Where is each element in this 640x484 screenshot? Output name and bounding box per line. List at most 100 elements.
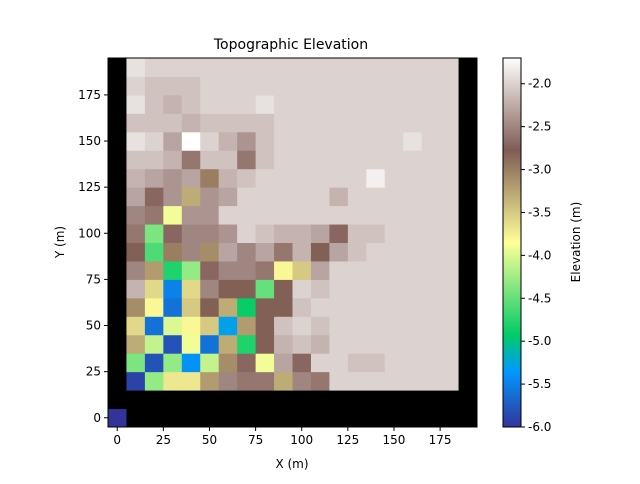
- heatmap-cell: [458, 131, 478, 151]
- heatmap-cell: [144, 187, 164, 207]
- heatmap-cell: [421, 205, 441, 225]
- heatmap-cell: [163, 94, 183, 114]
- heatmap-cell: [255, 187, 275, 207]
- heatmap-cell: [144, 279, 164, 299]
- heatmap-cell: [292, 205, 312, 225]
- y-tick-label: 175: [78, 88, 101, 102]
- heatmap-cell: [218, 390, 238, 410]
- heatmap-cell: [403, 76, 423, 96]
- heatmap-cell: [440, 390, 460, 410]
- heatmap-cell: [237, 334, 257, 354]
- heatmap-cell: [384, 371, 404, 391]
- heatmap-cell: [366, 316, 386, 336]
- heatmap-cell: [292, 334, 312, 354]
- heatmap-cell: [163, 187, 183, 207]
- heatmap-cell: [440, 131, 460, 151]
- heatmap-cell: [421, 297, 441, 317]
- heatmap-cell: [181, 242, 201, 262]
- heatmap-cell: [237, 353, 257, 373]
- heatmap-cell: [440, 297, 460, 317]
- heatmap-cell: [181, 371, 201, 391]
- heatmap-cell: [310, 150, 330, 170]
- heatmap-cell: [384, 408, 404, 428]
- heatmap-cell: [458, 94, 478, 114]
- heatmap-cell: [126, 408, 146, 428]
- heatmap-cell: [403, 297, 423, 317]
- heatmap-cell: [237, 94, 257, 114]
- heatmap-cell: [274, 242, 293, 262]
- y-tick-label: 25: [86, 365, 101, 379]
- heatmap-cell: [144, 334, 164, 354]
- heatmap-cell: [421, 334, 441, 354]
- heatmap-cell: [366, 113, 386, 133]
- heatmap-cell: [163, 168, 183, 188]
- heatmap-cell: [144, 76, 164, 96]
- heatmap-cell: [200, 390, 220, 410]
- heatmap-cell: [126, 334, 146, 354]
- heatmap-cell: [108, 297, 127, 317]
- heatmap-cell: [255, 131, 275, 151]
- heatmap-cell: [274, 113, 293, 133]
- heatmap-cell: [255, 390, 275, 410]
- heatmap-cell: [440, 205, 460, 225]
- heatmap-cell: [255, 113, 275, 133]
- heatmap-cell: [421, 390, 441, 410]
- heatmap-cell: [329, 408, 349, 428]
- heatmap-cell: [292, 260, 312, 280]
- colorbar-tick-label: -6.0: [528, 420, 551, 434]
- heatmap-cell: [255, 279, 275, 299]
- x-tick-label: 100: [290, 433, 313, 447]
- heatmap-cell: [458, 279, 478, 299]
- heatmap-cell: [274, 279, 293, 299]
- heatmap-cell: [163, 224, 183, 243]
- heatmap-cell: [237, 316, 257, 336]
- heatmap-cell: [200, 408, 220, 428]
- heatmap-cell: [237, 390, 257, 410]
- y-tick-label: 75: [86, 272, 101, 286]
- heatmap-cell: [218, 279, 238, 299]
- heatmap-cell: [200, 168, 220, 188]
- heatmap-cell: [126, 316, 146, 336]
- heatmap-cell: [181, 205, 201, 225]
- heatmap-cell: [144, 408, 164, 428]
- heatmap-cell: [440, 260, 460, 280]
- heatmap-cell: [255, 168, 275, 188]
- heatmap-cell: [274, 371, 293, 391]
- heatmap-cell: [366, 371, 386, 391]
- x-axis-label: X (m): [275, 457, 308, 471]
- heatmap-cell: [458, 390, 478, 410]
- heatmap-cell: [310, 408, 330, 428]
- heatmap-cell: [163, 242, 183, 262]
- heatmap-cell: [458, 187, 478, 207]
- heatmap-cell: [274, 131, 293, 151]
- heatmap-cell: [310, 260, 330, 280]
- heatmap-cell: [440, 353, 460, 373]
- heatmap-cell: [181, 58, 201, 77]
- heatmap-cell: [255, 260, 275, 280]
- heatmap-cell: [255, 150, 275, 170]
- heatmap-cell: [181, 224, 201, 243]
- heatmap-cell: [366, 205, 386, 225]
- heatmap-cell: [163, 371, 183, 391]
- heatmap-cell: [144, 113, 164, 133]
- colorbar-tick-label: -4.5: [528, 291, 551, 305]
- heatmap-cell: [237, 187, 257, 207]
- heatmap-cell: [255, 76, 275, 96]
- heatmap-cell: [200, 297, 220, 317]
- heatmap-cell: [366, 297, 386, 317]
- x-tick-label: 175: [429, 433, 452, 447]
- heatmap-cell: [458, 371, 478, 391]
- heatmap-cell: [421, 316, 441, 336]
- heatmap-cell: [347, 408, 367, 428]
- heatmap-cell: [181, 353, 201, 373]
- heatmap-cell: [458, 353, 478, 373]
- heatmap-cell: [200, 94, 220, 114]
- heatmap-cell: [440, 58, 460, 77]
- heatmap-cell: [292, 224, 312, 243]
- heatmap-cell: [218, 334, 238, 354]
- heatmap-cell: [218, 260, 238, 280]
- heatmap-cell: [329, 113, 349, 133]
- heatmap-cell: [200, 187, 220, 207]
- heatmap-cell: [274, 334, 293, 354]
- heatmap-cell: [255, 58, 275, 77]
